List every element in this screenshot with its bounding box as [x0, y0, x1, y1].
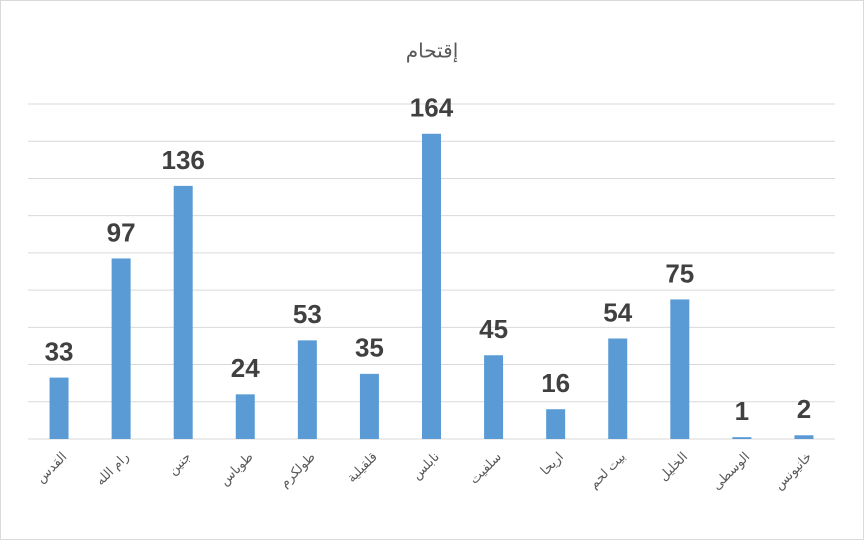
- data-label: 75: [665, 258, 694, 288]
- data-label: 54: [603, 297, 632, 327]
- bar: [111, 258, 131, 439]
- bar: [235, 394, 255, 439]
- bar: [173, 185, 193, 439]
- data-label: 16: [541, 368, 570, 398]
- data-label: 97: [107, 217, 136, 247]
- bar: [359, 373, 379, 439]
- data-label: 35: [355, 333, 384, 363]
- data-label: 164: [410, 93, 454, 123]
- chart-title: إقتحام: [406, 40, 459, 63]
- data-label: 24: [231, 353, 260, 383]
- bar: [794, 435, 814, 439]
- bar: [484, 355, 504, 439]
- data-label: 45: [479, 314, 508, 344]
- bar: [297, 340, 317, 439]
- bar: [608, 338, 628, 439]
- bar: [422, 133, 441, 439]
- bar: [732, 437, 752, 439]
- data-label: 53: [293, 299, 322, 329]
- data-label: 1: [735, 396, 749, 426]
- data-label: 33: [45, 336, 74, 366]
- data-label: 2: [797, 394, 811, 424]
- bar: [670, 299, 690, 439]
- data-label: 136: [161, 145, 204, 175]
- bar: [49, 377, 69, 439]
- bar: [546, 409, 566, 439]
